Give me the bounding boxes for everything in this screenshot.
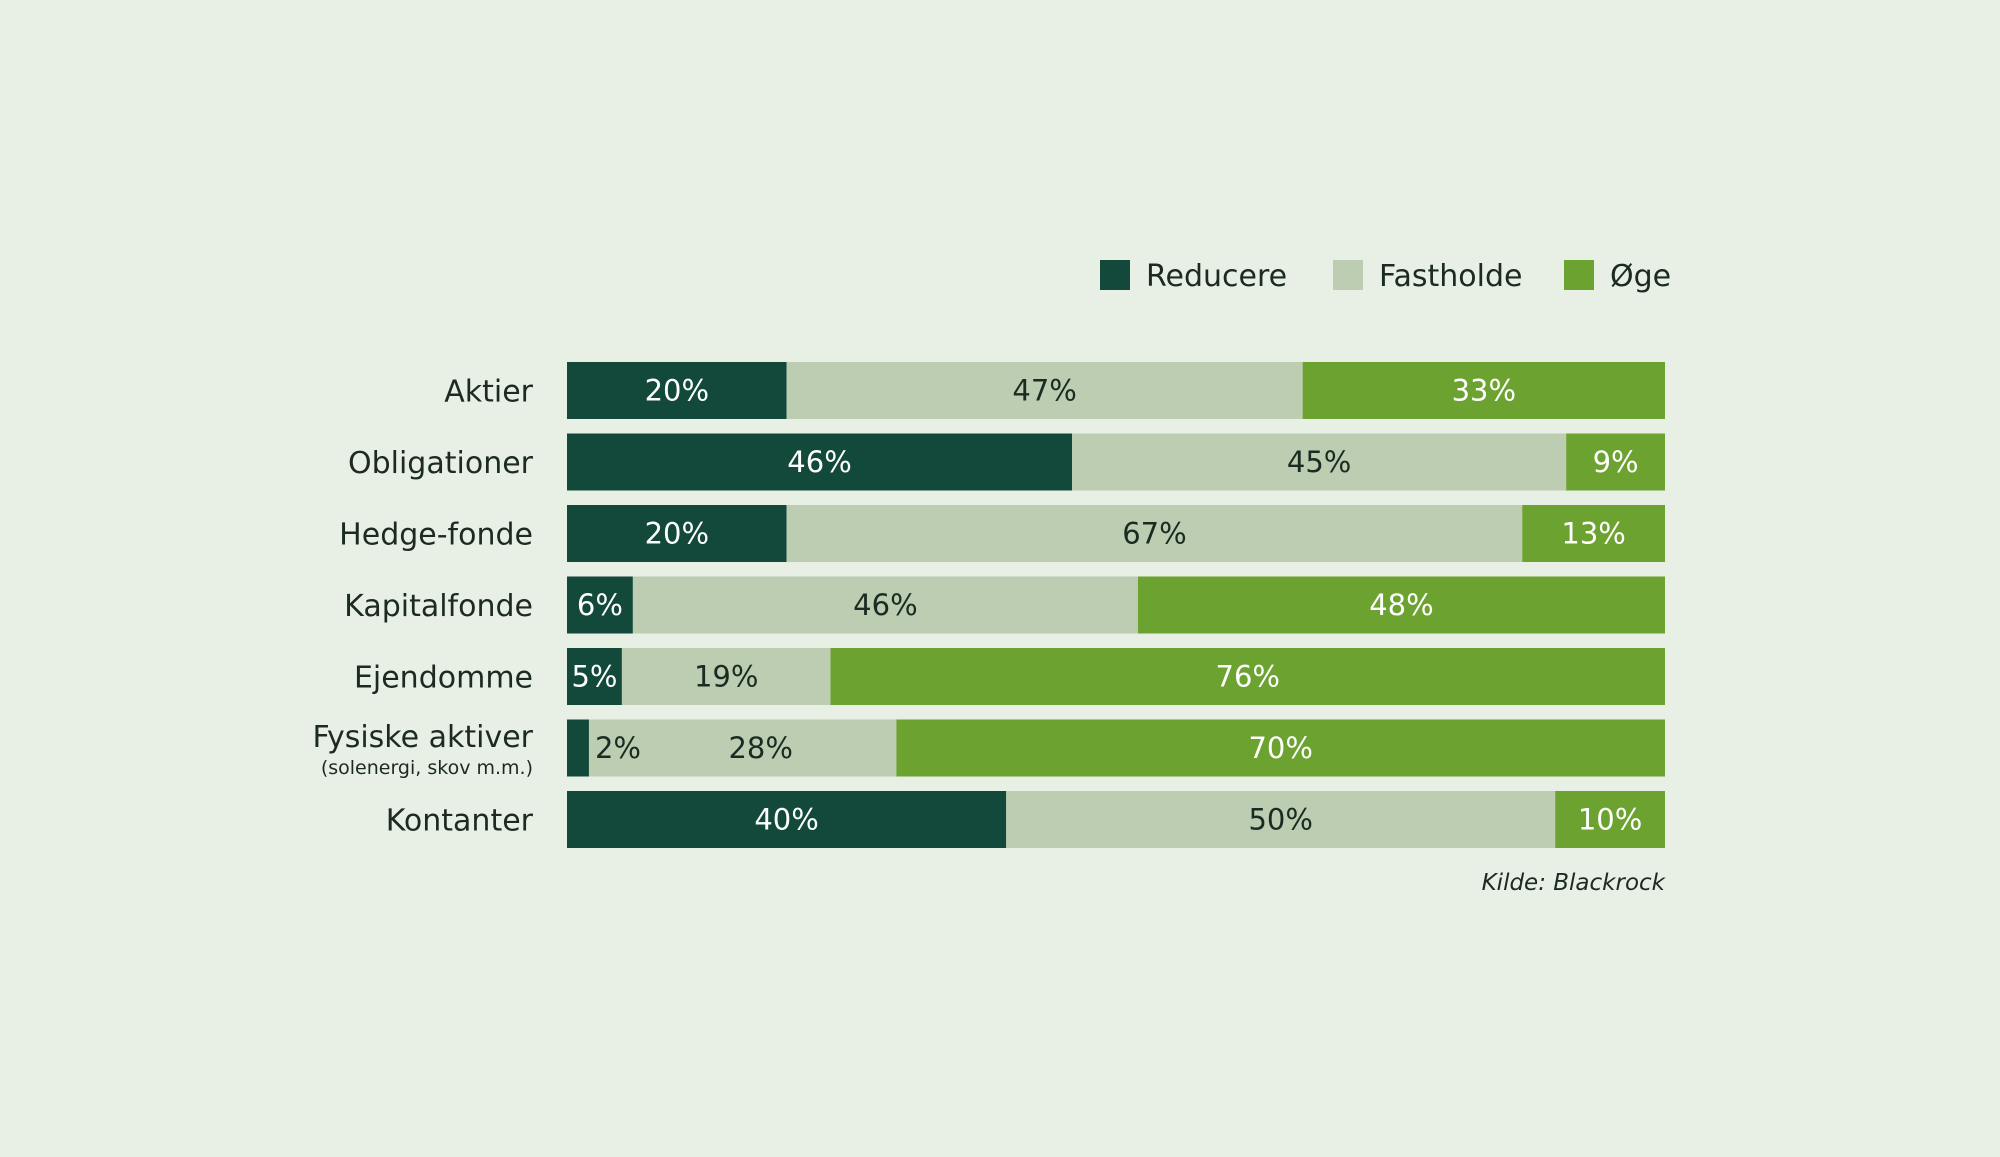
legend-label-fastholde: Fastholde (1379, 259, 1522, 294)
data-label-øge: 9% (1593, 445, 1639, 479)
bar-segment-fastholde (621, 648, 831, 705)
bar-segment-reducere (567, 505, 787, 562)
data-label-fastholde: 19% (694, 660, 758, 694)
bar-segment-øge (896, 719, 1665, 777)
source-note: Kilde: Blackrock (1482, 870, 1667, 896)
bar-segment-fastholde (632, 576, 1138, 634)
data-label-fastholde: 47% (1012, 374, 1076, 408)
bar-segment-øge (1522, 505, 1665, 562)
data-label-fastholde: 45% (1287, 445, 1351, 479)
data-label-øge: 10% (1578, 803, 1642, 837)
data-label-fastholde: 50% (1248, 803, 1312, 837)
category-labels: Aktier Obligationer Hedge-fonde Kapitalfond… (312, 375, 533, 839)
bar-segment-øge (1555, 791, 1665, 848)
data-label-øge: 70% (1248, 731, 1312, 765)
data-label-øge: 13% (1561, 517, 1625, 551)
data-label-øge: 76% (1216, 660, 1280, 694)
bar-segment-fastholde (1006, 791, 1556, 848)
bar-segment-reducere (567, 719, 589, 777)
data-label-reducere: 2% (595, 731, 641, 765)
category-sublabel: (solenergi, skov m.m.) (321, 757, 533, 779)
data-label-reducere: 6% (577, 588, 623, 622)
bar-segment-reducere (567, 433, 1073, 491)
data-label-reducere: 46% (787, 445, 851, 479)
bar-segment-fastholde (786, 505, 1523, 562)
category-label: Ejendomme (354, 661, 533, 696)
data-label-reducere: 5% (571, 660, 617, 694)
category-label: Kontanter (386, 804, 534, 839)
bar-segment-reducere (567, 576, 633, 634)
bars: 20% 47% 33% 46% 45% 9% 20% 67% 13% 6% 46% 48% 5% 19% 7… (567, 362, 1665, 848)
data-label-reducere: 40% (754, 803, 818, 837)
data-label-øge: 48% (1369, 588, 1433, 622)
bar-segment-reducere (567, 648, 622, 705)
data-label-fastholde: 67% (1122, 517, 1186, 551)
legend-label-øge: Øge (1610, 259, 1671, 294)
category-label: Aktier (444, 375, 533, 410)
bar-segment-øge (830, 648, 1665, 705)
bar-segment-fastholde (1072, 433, 1567, 491)
data-label-øge: 33% (1452, 374, 1516, 408)
category-label: Fysiske aktiver (312, 720, 533, 755)
legend-swatch-fastholde (1333, 260, 1363, 290)
data-label-fastholde: 46% (853, 588, 917, 622)
bar-segment-øge (1302, 362, 1665, 419)
bar-segment-øge (1137, 576, 1665, 634)
category-label: Kapitalfonde (344, 589, 533, 624)
bar-segment-reducere (567, 362, 787, 419)
legend-swatch-reducere (1100, 260, 1130, 290)
chart-legend: Reducere Fastholde Øge (1100, 259, 1671, 294)
bar-segment-fastholde (786, 362, 1303, 419)
bar-segment-fastholde (588, 719, 897, 777)
data-label-reducere: 20% (645, 374, 709, 408)
category-label: Hedge-fonde (339, 518, 533, 553)
legend-label-reducere: Reducere (1146, 259, 1287, 294)
data-label-reducere: 20% (645, 517, 709, 551)
category-label: Obligationer (348, 446, 534, 481)
bar-segment-øge (1566, 433, 1665, 491)
data-label-fastholde: 28% (728, 731, 792, 765)
legend-swatch-øge (1564, 260, 1594, 290)
bar-segment-reducere (567, 791, 1007, 848)
